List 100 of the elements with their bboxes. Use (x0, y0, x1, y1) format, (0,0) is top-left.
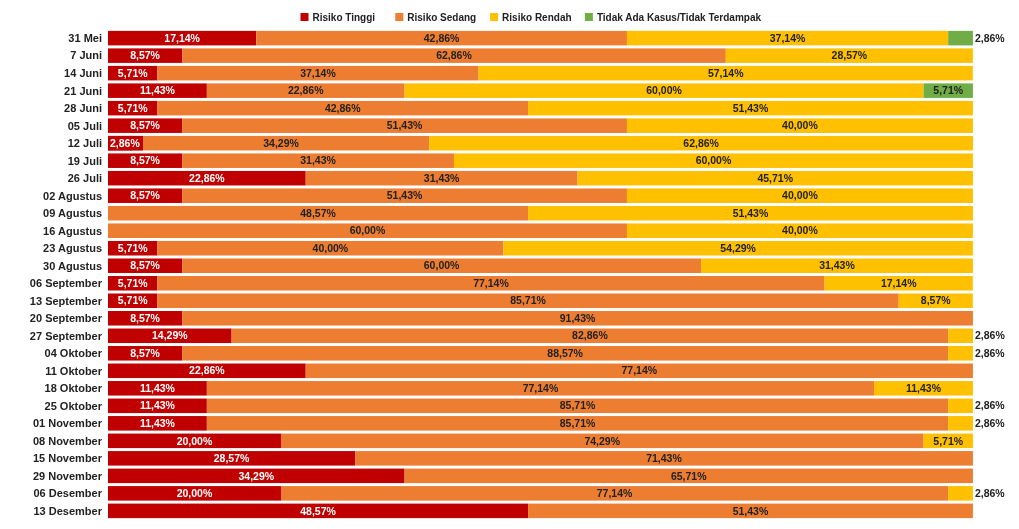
data-label: 5,71% (933, 84, 964, 97)
data-label: 77,14% (596, 487, 634, 500)
data-label: 8,57% (130, 346, 161, 359)
y-tick-label: 01 November (32, 417, 103, 430)
data-label: 34,29% (263, 136, 300, 149)
data-label: 14,29% (151, 329, 189, 342)
y-tick-label: 20 September (29, 312, 103, 325)
data-label: 20,00% (176, 434, 213, 447)
y-tick-label: 19 Juli (67, 154, 102, 167)
y-tick-label: 31 Mei (68, 31, 102, 44)
data-label: 8,57% (130, 49, 161, 62)
data-label: 8,57% (130, 259, 161, 272)
data-label: 62,86% (436, 49, 473, 62)
legend-label: Tidak Ada Kasus/Tidak Terdampak (596, 11, 762, 23)
data-label: 85,71% (559, 416, 596, 429)
data-label: 22,86% (287, 84, 325, 97)
data-label: 17,14% (880, 276, 918, 289)
data-label: 82,86% (572, 329, 609, 342)
y-tick-label: 06 September (29, 277, 103, 290)
data-label: 91,43% (559, 311, 596, 324)
data-label: 77,14% (522, 381, 559, 394)
y-tick-label: 13 September (29, 294, 103, 307)
y-tick-label: 09 Agustus (43, 207, 102, 220)
data-label: 85,71% (559, 399, 596, 412)
data-label: 5,71% (117, 66, 149, 79)
data-label: 11,43% (905, 381, 942, 394)
data-label: 2,86% (975, 329, 1006, 342)
data-label: 11,43% (139, 84, 176, 97)
data-label: 40,00% (782, 119, 819, 132)
data-label: 74,29% (584, 434, 621, 447)
data-label: 11,43% (139, 399, 176, 412)
data-label: 20,00% (176, 487, 213, 500)
data-label: 8,57% (130, 154, 161, 167)
y-tick-label: 02 Agustus (43, 189, 102, 202)
data-label: 5,71% (117, 101, 149, 114)
y-tick-label: 26 Juli (67, 172, 102, 185)
data-label: 40,00% (782, 224, 819, 237)
y-tick-label: 21 Juni (64, 84, 102, 97)
data-label: 71,43% (646, 452, 683, 465)
data-label: 51,43% (732, 206, 769, 219)
data-label: 11,43% (139, 381, 176, 394)
data-label: 8,57% (130, 311, 161, 324)
data-label: 31,43% (423, 171, 461, 184)
legend-label: Risiko Rendah (502, 11, 572, 23)
data-label: 77,14% (473, 276, 510, 289)
data-label: 40,00% (312, 241, 349, 254)
data-label: 28,57% (213, 452, 251, 465)
data-label: 8,57% (130, 119, 161, 132)
y-tick-label: 08 November (32, 434, 103, 447)
data-label: 22,86% (189, 364, 226, 377)
y-tick-label: 13 Desember (33, 504, 103, 517)
data-label: 42,86% (324, 101, 362, 114)
data-label: 5,71% (117, 294, 149, 307)
y-tick-label: 14 Juni (64, 67, 102, 80)
y-tick-label: 04 Oktober (44, 347, 103, 360)
data-label: 2,86% (974, 416, 1006, 429)
y-tick-label: 30 Agustus (43, 259, 102, 272)
data-label: 45,71% (757, 171, 794, 184)
data-label: 42,86% (423, 31, 461, 44)
data-label: 77,14% (621, 364, 658, 377)
data-label: 8,57% (920, 294, 952, 307)
y-tick-label: 05 Juli (67, 119, 102, 132)
data-label: 85,71% (510, 294, 547, 307)
data-label: 22,86% (189, 171, 226, 184)
y-tick-label: 06 Desember (33, 487, 103, 500)
data-label: 62,86% (683, 136, 720, 149)
data-label: 31,43% (819, 259, 856, 272)
y-tick-label: 28 Juni (64, 102, 102, 115)
data-label: 51,43% (386, 189, 423, 202)
data-label: 54,29% (720, 241, 757, 254)
data-label: 48,57% (300, 504, 337, 517)
data-label: 2,86% (974, 399, 1006, 412)
legend-label: Risiko Sedang (407, 11, 477, 23)
data-label: 2,86% (974, 31, 1006, 44)
data-label: 60,00% (349, 224, 386, 237)
y-tick-label: 27 September (29, 329, 103, 342)
data-label: 51,43% (732, 101, 769, 114)
y-tick-label: 25 Oktober (44, 399, 103, 412)
y-tick-label: 29 November (32, 469, 103, 482)
data-label: 5,71% (933, 434, 964, 447)
data-label: 40,00% (782, 189, 819, 202)
data-label: 48,57% (300, 206, 337, 219)
data-label: 5,71% (117, 276, 149, 289)
data-label: 8,57% (130, 189, 161, 202)
data-label: 2,86% (974, 487, 1006, 500)
data-label: 57,14% (707, 66, 745, 79)
data-label: 2,86% (974, 346, 1006, 359)
data-label: 28,57% (831, 49, 868, 62)
data-label: 37,14% (300, 66, 337, 79)
y-tick-label: 15 November (32, 452, 103, 465)
data-label: 31,43% (300, 154, 337, 167)
y-tick-label: 18 Oktober (44, 382, 103, 395)
data-label: 65,71% (670, 469, 708, 482)
data-label: 88,57% (547, 346, 584, 359)
y-tick-label: 11 Oktober (45, 364, 103, 377)
y-tick-label: 16 Agustus (43, 224, 102, 237)
y-tick-label: 12 Juli (67, 137, 102, 150)
data-label: 37,14% (769, 31, 807, 44)
legend-label: Risiko Tinggi (312, 11, 376, 23)
data-label: 60,00% (423, 259, 461, 272)
